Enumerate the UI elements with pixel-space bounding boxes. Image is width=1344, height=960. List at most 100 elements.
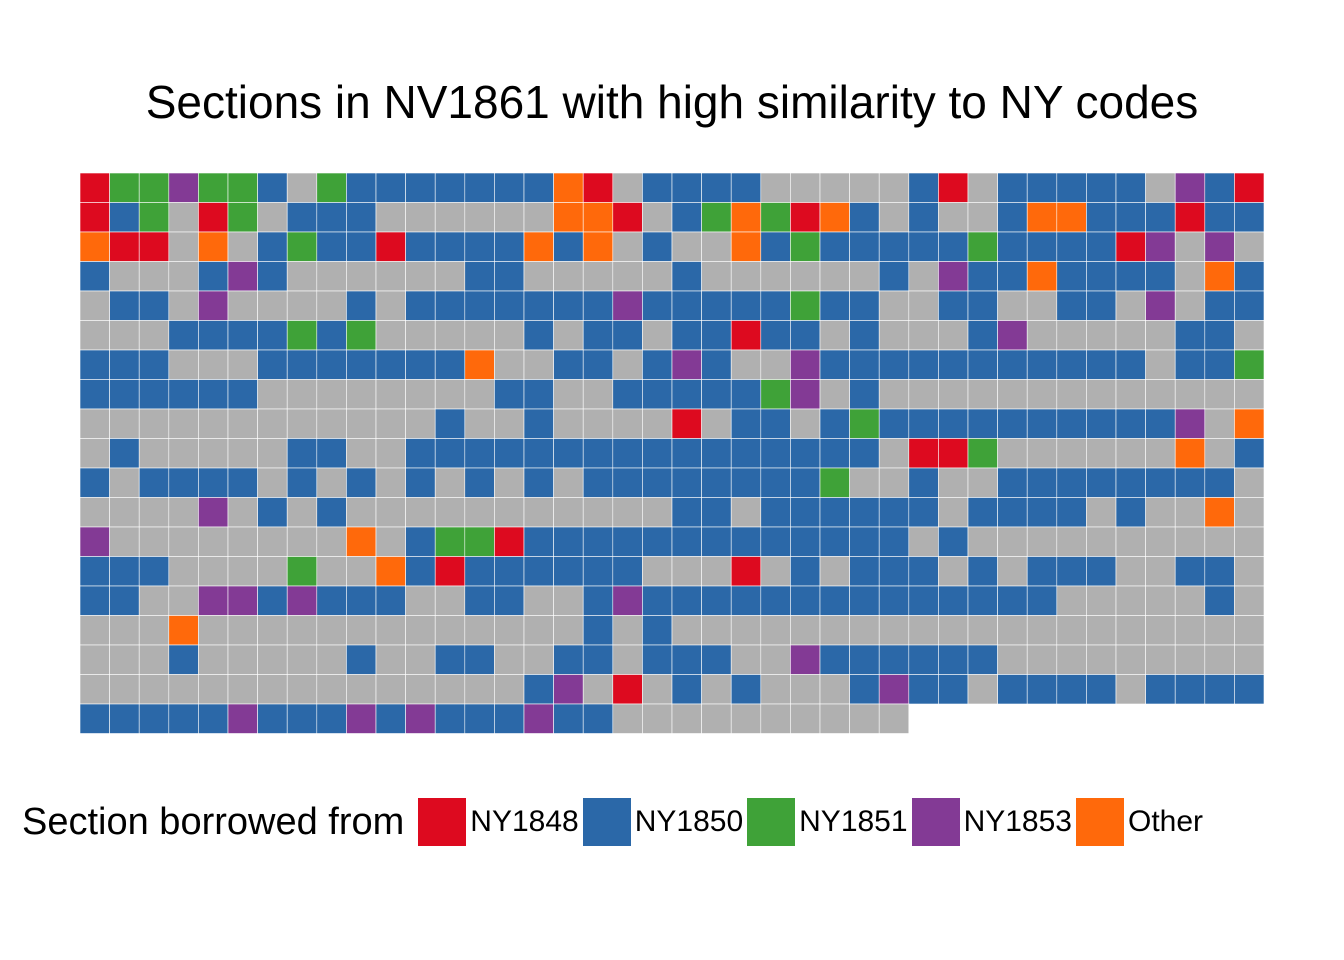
heatmap-cell xyxy=(1145,231,1176,262)
heatmap-cell xyxy=(79,379,110,410)
heatmap-cell xyxy=(938,615,969,646)
heatmap-cell xyxy=(523,467,554,498)
heatmap-cell xyxy=(138,644,170,675)
heatmap-cell xyxy=(168,231,199,262)
heatmap-cell xyxy=(257,172,288,203)
heatmap-cell xyxy=(286,261,318,292)
heatmap-cell xyxy=(760,261,791,292)
legend-swatch-ny1848 xyxy=(418,798,467,846)
heatmap-cell xyxy=(967,585,998,616)
heatmap-cell xyxy=(701,438,732,469)
heatmap-cell xyxy=(375,703,406,734)
heatmap-cell xyxy=(1145,320,1176,351)
heatmap-cell xyxy=(671,644,702,675)
heatmap-cell xyxy=(227,556,258,587)
heatmap-cell xyxy=(168,467,199,498)
heatmap-cell xyxy=(168,556,199,587)
heatmap-cell xyxy=(849,644,880,675)
legend-label-ny1850: NY1850 xyxy=(634,805,744,838)
heatmap-cell xyxy=(938,261,969,292)
heatmap-cell xyxy=(671,615,702,646)
heatmap-cell xyxy=(997,320,1028,351)
heatmap-cell xyxy=(819,438,850,469)
heatmap-cell xyxy=(1086,379,1117,410)
heatmap-cell xyxy=(553,261,584,292)
heatmap-cell xyxy=(346,349,377,380)
heatmap-cell xyxy=(938,438,969,469)
heatmap-cell xyxy=(938,349,969,380)
heatmap-cell xyxy=(168,526,199,557)
heatmap-cell xyxy=(168,674,199,705)
heatmap-cell xyxy=(760,644,791,675)
heatmap-cell xyxy=(760,408,791,439)
heatmap-cell xyxy=(346,644,377,675)
heatmap-cell xyxy=(760,467,791,498)
heatmap-cell xyxy=(760,231,791,262)
heatmap-cell xyxy=(1056,438,1087,469)
heatmap-cell xyxy=(523,703,554,734)
heatmap-cell xyxy=(790,438,821,469)
heatmap-cell xyxy=(849,379,880,410)
heatmap-cell xyxy=(1145,172,1176,203)
heatmap-cell xyxy=(1115,349,1146,380)
heatmap-cell xyxy=(405,349,436,380)
heatmap-cell xyxy=(819,379,850,410)
heatmap-cell xyxy=(1115,172,1146,203)
heatmap-cell xyxy=(227,438,258,469)
heatmap-cell xyxy=(878,497,910,528)
heatmap-cell xyxy=(908,172,939,203)
heatmap-cell xyxy=(1115,585,1146,616)
heatmap-cell xyxy=(730,526,762,557)
heatmap-cell xyxy=(1174,231,1206,262)
heatmap-cell xyxy=(198,556,229,587)
heatmap-cell xyxy=(1174,438,1206,469)
heatmap-cell xyxy=(1026,231,1058,262)
heatmap-cell xyxy=(1234,172,1265,203)
heatmap-cell xyxy=(938,379,969,410)
heatmap-cell xyxy=(434,497,466,528)
heatmap-cell xyxy=(1115,644,1146,675)
heatmap-cell xyxy=(375,526,406,557)
heatmap-cell xyxy=(79,290,110,321)
heatmap-cell xyxy=(967,349,998,380)
legend-label-other: Other xyxy=(1127,805,1204,838)
heatmap-cell xyxy=(1145,261,1176,292)
heatmap-cell xyxy=(760,320,791,351)
heatmap-cell xyxy=(582,615,614,646)
heatmap-cell xyxy=(760,674,791,705)
heatmap-cell xyxy=(878,231,910,262)
heatmap-cell xyxy=(730,408,762,439)
heatmap-cell xyxy=(257,644,288,675)
heatmap-cell xyxy=(997,497,1028,528)
heatmap-cell xyxy=(1086,261,1117,292)
heatmap-cell xyxy=(553,615,584,646)
heatmap-cell xyxy=(198,172,229,203)
heatmap-cell xyxy=(612,349,643,380)
heatmap-cell xyxy=(938,231,969,262)
heatmap-cell xyxy=(878,172,910,203)
heatmap-cell xyxy=(405,585,436,616)
heatmap-cell xyxy=(316,261,347,292)
heatmap-cell xyxy=(523,644,554,675)
heatmap-cell xyxy=(553,467,584,498)
heatmap-cell xyxy=(790,467,821,498)
heatmap-cell xyxy=(553,526,584,557)
heatmap-cell xyxy=(908,438,939,469)
heatmap-cell xyxy=(908,379,939,410)
heatmap-cell xyxy=(346,261,377,292)
heatmap-cell xyxy=(494,172,525,203)
heatmap-cell xyxy=(198,349,229,380)
heatmap-cell xyxy=(582,172,614,203)
heatmap-cell xyxy=(908,526,939,557)
heatmap-cell xyxy=(1086,290,1117,321)
heatmap-cell xyxy=(405,290,436,321)
heatmap-cell xyxy=(938,644,969,675)
heatmap-cell xyxy=(671,379,702,410)
heatmap-cell xyxy=(1204,290,1235,321)
heatmap-cell xyxy=(1204,585,1235,616)
heatmap-cell xyxy=(168,438,199,469)
heatmap-cell xyxy=(760,172,791,203)
heatmap-cell xyxy=(346,231,377,262)
heatmap-cell xyxy=(523,290,554,321)
heatmap-cell xyxy=(168,172,199,203)
